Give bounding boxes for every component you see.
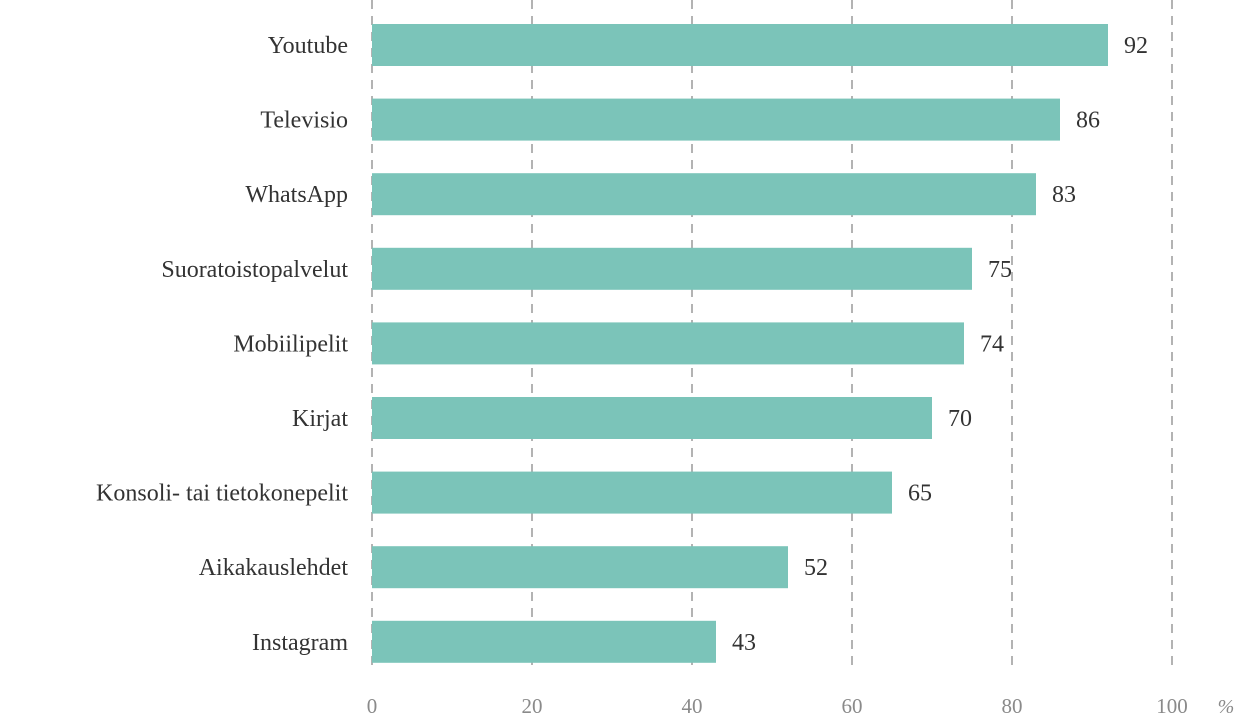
x-axis-unit-label: % xyxy=(1218,696,1235,718)
value-label: 65 xyxy=(908,481,932,507)
category-label: Youtube xyxy=(268,33,348,59)
category-label: Aikakauslehdet xyxy=(199,555,349,581)
value-label: 86 xyxy=(1076,108,1100,134)
bar-2 xyxy=(372,173,1036,216)
x-tick-label-100: 100 xyxy=(1156,694,1188,718)
bar-3 xyxy=(372,247,972,290)
bars xyxy=(372,24,1108,663)
category-label: Mobiilipelit xyxy=(233,331,348,357)
value-label: 75 xyxy=(988,257,1012,283)
value-label: 92 xyxy=(1124,33,1148,59)
x-axis-ticks: 0 20 40 60 80 100 xyxy=(367,694,1188,718)
value-label: 52 xyxy=(804,555,828,581)
bar-0 xyxy=(372,24,1108,66)
value-label: 70 xyxy=(948,406,972,432)
category-label: Televisio xyxy=(260,108,348,134)
value-label: 83 xyxy=(1052,182,1076,208)
bar-8 xyxy=(372,620,716,663)
bar-7 xyxy=(372,546,788,589)
bar-5 xyxy=(372,397,932,439)
x-tick-label-20: 20 xyxy=(522,694,543,718)
category-label: Kirjat xyxy=(292,406,348,432)
category-label: Konsoli- tai tietokonepelit xyxy=(96,481,348,507)
category-label: WhatsApp xyxy=(245,182,348,208)
category-label: Suoratoistopalvelut xyxy=(161,257,348,283)
bar-4 xyxy=(372,322,964,365)
bar-1 xyxy=(372,98,1060,141)
value-label: 43 xyxy=(732,630,756,656)
category-label: Instagram xyxy=(252,630,348,656)
category-labels: Youtube Televisio WhatsApp Suoratoistopalve… xyxy=(96,33,348,656)
value-label: 74 xyxy=(980,331,1004,357)
x-tick-label-80: 80 xyxy=(1002,694,1023,718)
x-tick-label-0: 0 xyxy=(367,694,378,718)
bar-6 xyxy=(372,471,892,514)
x-tick-label-60: 60 xyxy=(842,694,863,718)
value-labels: 92 86 83 75 74 70 65 52 43 xyxy=(732,33,1148,656)
x-tick-label-40: 40 xyxy=(682,694,703,718)
